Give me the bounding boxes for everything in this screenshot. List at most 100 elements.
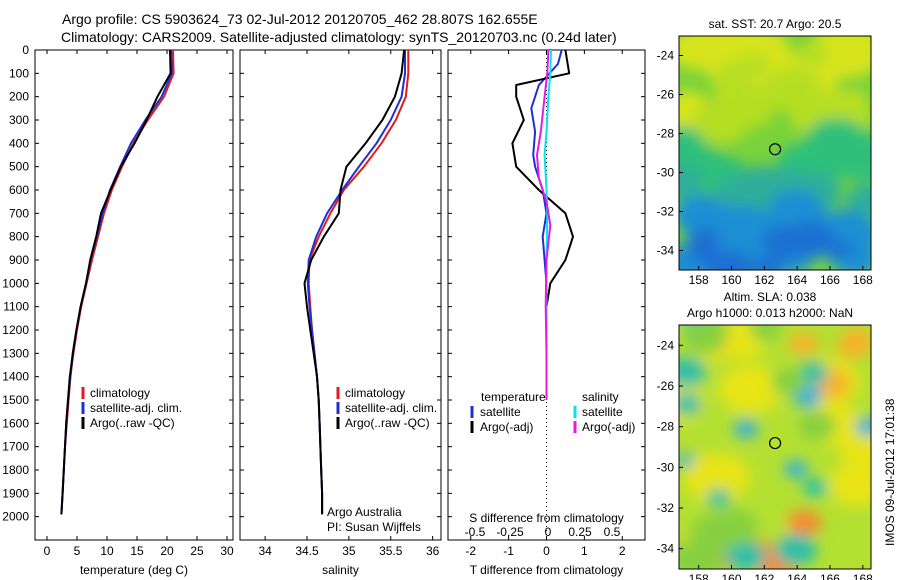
x-tick-label: 0	[543, 544, 550, 558]
s-tick-label: -0.5	[465, 525, 486, 539]
map-blob	[752, 257, 785, 270]
y-tick-label: 500	[9, 160, 29, 174]
map-blob	[762, 225, 807, 260]
s-tick-label: -0.25	[496, 525, 524, 539]
x-tick-label: 158	[689, 273, 709, 287]
x-tick-label: 0	[44, 544, 51, 558]
legend-label: climatology	[345, 386, 405, 400]
imos-timestamp: IMOS 09-Jul-2012 17:01:38	[883, 398, 897, 546]
x-tick-label: 34.5	[295, 544, 319, 558]
x-tick-label: 166	[820, 273, 840, 287]
y-tick-label: 100	[9, 66, 29, 80]
x-tick-label: 158	[689, 572, 709, 580]
y-tick-label: -30	[657, 166, 675, 180]
map-blob	[733, 419, 759, 439]
profile-location-marker	[768, 436, 782, 450]
map-blob	[798, 411, 837, 441]
y-tick-label: 1000	[2, 276, 29, 290]
y-tick-label: 0	[22, 43, 29, 57]
y-tick-label: 600	[9, 183, 29, 197]
map-blobs	[679, 325, 871, 569]
legend-label: climatology	[90, 386, 150, 400]
map-blob	[855, 416, 871, 437]
y-tick-label: -34	[657, 542, 675, 556]
map-blob	[719, 77, 758, 107]
map-field	[679, 325, 871, 569]
map-blob	[763, 66, 821, 112]
x-axis-label: salinity	[322, 563, 359, 577]
x-tick-label: 1	[581, 544, 588, 558]
map-blob	[687, 325, 729, 349]
x-axis-label: T difference from climatology	[470, 563, 624, 577]
map-blob	[679, 392, 703, 416]
x-tick-label: -1	[503, 544, 514, 558]
map-title: sat. SST: 20.7 Argo: 20.5	[709, 17, 842, 31]
annotation-line: PI: Susan Wijffels	[327, 520, 421, 534]
map-blob	[774, 533, 818, 567]
y-tick-label: -28	[657, 127, 675, 141]
map-title: Altim. SLA: 0.038	[724, 290, 817, 304]
y-tick-label: -32	[657, 501, 675, 515]
x-tick-label: 36	[426, 544, 440, 558]
legend-label: Argo(..raw -QC)	[345, 416, 430, 430]
x-tick-label: 34	[258, 544, 272, 558]
map-title: Argo h1000: 0.013 h2000: NaN	[687, 306, 853, 320]
y-tick-label: 1500	[2, 393, 29, 407]
y-tick-label: -30	[657, 460, 675, 474]
map-blob	[725, 540, 767, 569]
x-tick-label: 10	[100, 544, 114, 558]
y-tick-label: -28	[657, 420, 675, 434]
temperature-panel: 0100200300400500600700800900100011001200…	[2, 43, 234, 577]
map-blob	[690, 514, 739, 552]
map-blob	[802, 478, 828, 498]
legend-label: satellite	[582, 405, 623, 419]
x-tick-label: 162	[754, 273, 774, 287]
title-line-2: Climatology: CARS2009. Satellite-adjuste…	[61, 29, 617, 45]
map-blob	[787, 509, 822, 537]
salinity-panel: 34 34.5 35 35.5 36 salinity climatologysatelli…	[239, 49, 442, 577]
map-blob	[679, 133, 702, 164]
y-tick-label: -32	[657, 205, 675, 219]
y-tick-label: 1900	[2, 486, 29, 500]
map-frame	[678, 324, 872, 570]
y-tick-label: 2000	[2, 510, 29, 524]
x-tick-label: 35.5	[379, 544, 403, 558]
map-blob	[828, 462, 871, 507]
y-tick-label: -24	[657, 338, 675, 352]
legend-title: salinity	[582, 390, 619, 404]
s-tick-label: 0.25	[568, 525, 592, 539]
x-tick-label: 5	[74, 544, 81, 558]
y-tick-label: 700	[9, 206, 29, 220]
map-blob	[845, 183, 871, 217]
y-tick-label: 400	[9, 136, 29, 150]
title-line-1: Argo profile: CS 5903624_73 02-Jul-2012 …	[62, 11, 538, 27]
map-frame	[678, 35, 872, 271]
y-tick-label: -24	[657, 49, 675, 63]
x-tick-label: 25	[190, 544, 204, 558]
map-blob	[784, 460, 808, 479]
x-tick-label: 20	[160, 544, 174, 558]
difference-panel: -2 -1 0 1 2 T difference from climatology -0.5…	[447, 49, 646, 577]
map-blob	[679, 194, 728, 234]
map-blob	[684, 452, 750, 503]
legend-label: Argo(-adj)	[582, 420, 635, 434]
x-tick-label: 160	[721, 572, 741, 580]
map-blob	[788, 332, 819, 356]
x-axis-label: temperature (deg C)	[80, 563, 188, 577]
x-tick-label: -2	[465, 544, 476, 558]
map-blob	[771, 368, 807, 396]
y-tick-label: -34	[657, 244, 675, 258]
x-tick-label: 168	[853, 572, 873, 580]
legend-label: satellite-adj. clim.	[90, 401, 182, 415]
s-tick-label: 0	[545, 525, 552, 539]
annotation-line: Argo Australia	[327, 505, 402, 519]
x-tick-label: 168	[853, 273, 873, 287]
sla-map: 158 160 162 164 166 168 -24 -26 -28 -30 -32 -34 Alti…	[657, 290, 873, 580]
y-tick-label: 1700	[2, 440, 29, 454]
map-blob	[692, 100, 749, 144]
x-tick-label: 166	[820, 572, 840, 580]
legend-label: Argo(..raw -QC)	[90, 416, 175, 430]
map-blob	[839, 327, 871, 355]
map-blob	[829, 240, 853, 259]
